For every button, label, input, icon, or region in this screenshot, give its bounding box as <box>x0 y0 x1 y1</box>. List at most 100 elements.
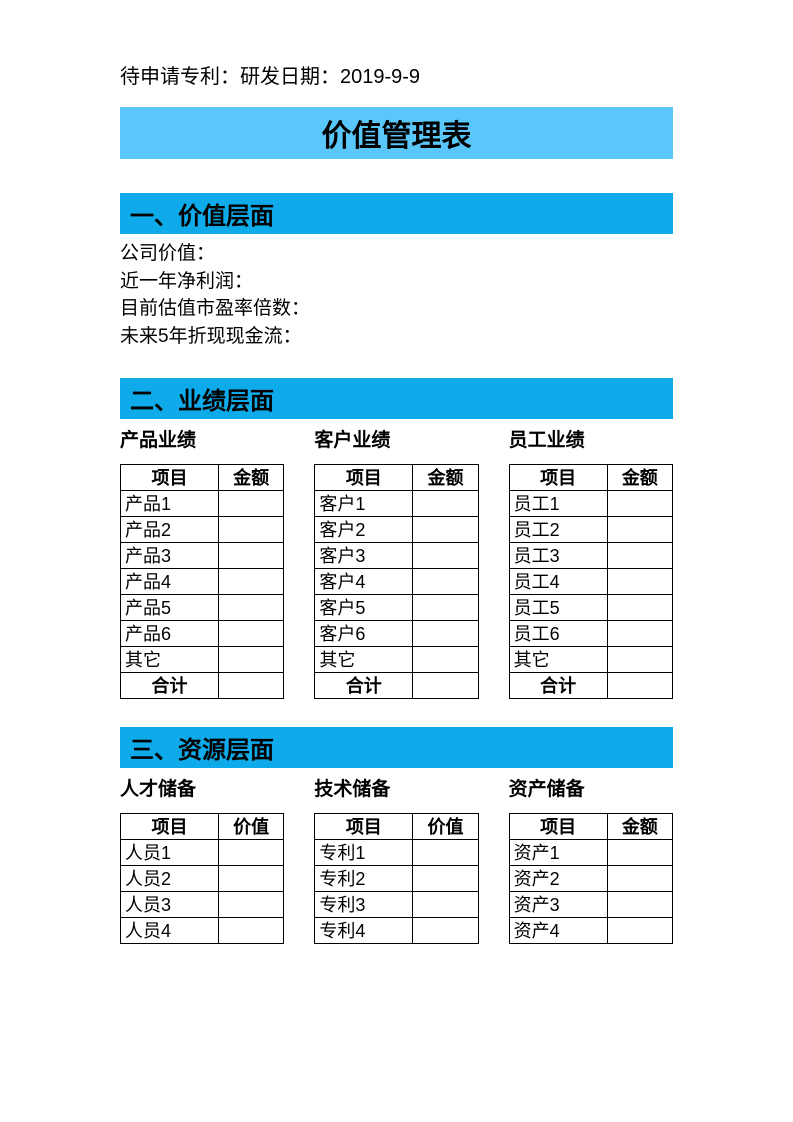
value-line: 近一年净利润： <box>120 268 673 296</box>
table-row: 资产2 <box>509 866 672 892</box>
table-row: 专利4 <box>315 918 478 944</box>
table-cell <box>218 892 283 918</box>
table-row: 员工4 <box>509 569 672 595</box>
table-header-cell: 价值 <box>218 814 283 840</box>
table-cell <box>607 595 672 621</box>
table-row: 产品1 <box>121 491 284 517</box>
table-total-cell: 合计 <box>315 673 413 699</box>
table-row: 人员1 <box>121 840 284 866</box>
table-row: 客户3 <box>315 543 478 569</box>
table-row: 项目 金额 <box>509 465 672 491</box>
table-cell <box>413 621 478 647</box>
table-cell <box>413 647 478 673</box>
table-cell: 人员1 <box>121 840 219 866</box>
table-cell: 专利3 <box>315 892 413 918</box>
table-cell <box>607 866 672 892</box>
table-col-employee: 员工业绩 项目 金额 员工1 员工2 员工3 员工4 员工5 员工6 其它 合计 <box>509 425 673 699</box>
table-cell: 产品6 <box>121 621 219 647</box>
table-cell: 专利4 <box>315 918 413 944</box>
section-header-three: 三、资源层面 <box>120 727 673 768</box>
table-row: 其它 <box>315 647 478 673</box>
table-cell: 人员3 <box>121 892 219 918</box>
table-customer: 项目 金额 客户1 客户2 客户3 客户4 客户5 客户6 其它 合计 <box>314 464 478 699</box>
table-cell: 其它 <box>315 647 413 673</box>
subheader-customer: 客户业绩 <box>314 425 478 452</box>
table-cell <box>218 647 283 673</box>
table-cell <box>413 543 478 569</box>
table-row: 人员3 <box>121 892 284 918</box>
table-col-product: 产品业绩 项目 金额 产品1 产品2 产品3 产品4 产品5 产品6 其它 合计 <box>120 425 284 699</box>
table-cell: 其它 <box>121 647 219 673</box>
table-row: 项目 价值 <box>121 814 284 840</box>
value-line: 公司价值： <box>120 240 673 268</box>
table-cell <box>218 840 283 866</box>
table-cell: 产品5 <box>121 595 219 621</box>
table-row: 人员4 <box>121 918 284 944</box>
table-header-cell: 金额 <box>607 814 672 840</box>
table-row: 专利2 <box>315 866 478 892</box>
table-cell <box>607 673 672 699</box>
subheader-asset: 资产储备 <box>509 774 673 801</box>
table-cell <box>607 840 672 866</box>
subheader-product: 产品业绩 <box>120 425 284 452</box>
table-cell <box>413 892 478 918</box>
table-total-cell: 合计 <box>509 673 607 699</box>
table-row: 其它 <box>509 647 672 673</box>
table-cell <box>413 491 478 517</box>
table-col-customer: 客户业绩 项目 金额 客户1 客户2 客户3 客户4 客户5 客户6 其它 合计 <box>314 425 478 699</box>
subheader-employee: 员工业绩 <box>509 425 673 452</box>
table-cell <box>413 569 478 595</box>
table-cell: 专利1 <box>315 840 413 866</box>
table-cell: 人员2 <box>121 866 219 892</box>
table-cell <box>607 491 672 517</box>
subheader-tech: 技术储备 <box>314 774 478 801</box>
table-row: 客户6 <box>315 621 478 647</box>
value-line: 目前估值市盈率倍数： <box>120 295 673 323</box>
table-header-cell: 项目 <box>509 465 607 491</box>
table-header-cell: 项目 <box>121 814 219 840</box>
table-cell: 资产4 <box>509 918 607 944</box>
table-cell <box>413 918 478 944</box>
table-row: 专利1 <box>315 840 478 866</box>
table-row: 客户4 <box>315 569 478 595</box>
table-row: 合计 <box>509 673 672 699</box>
table-row: 资产3 <box>509 892 672 918</box>
table-cell <box>607 892 672 918</box>
table-row: 项目 金额 <box>509 814 672 840</box>
table-cell: 员工2 <box>509 517 607 543</box>
table-row: 员工5 <box>509 595 672 621</box>
table-cell <box>218 918 283 944</box>
title-banner: 价值管理表 <box>120 107 673 159</box>
table-row: 员工3 <box>509 543 672 569</box>
table-row: 产品4 <box>121 569 284 595</box>
table-row: 项目 金额 <box>315 465 478 491</box>
table-header-cell: 金额 <box>607 465 672 491</box>
table-cell: 资产3 <box>509 892 607 918</box>
table-product: 项目 金额 产品1 产品2 产品3 产品4 产品5 产品6 其它 合计 <box>120 464 284 699</box>
table-row: 产品2 <box>121 517 284 543</box>
table-row: 产品6 <box>121 621 284 647</box>
table-cell <box>607 517 672 543</box>
table-header-cell: 项目 <box>121 465 219 491</box>
table-cell <box>218 866 283 892</box>
table-cell: 产品2 <box>121 517 219 543</box>
table-cell: 员工4 <box>509 569 607 595</box>
table-col-talent: 人才储备 项目 价值 人员1 人员2 人员3 人员4 <box>120 774 284 944</box>
table-cell: 员工3 <box>509 543 607 569</box>
table-row: 产品3 <box>121 543 284 569</box>
table-cell: 资产2 <box>509 866 607 892</box>
table-row: 客户2 <box>315 517 478 543</box>
table-asset: 项目 金额 资产1 资产2 资产3 资产4 <box>509 813 673 944</box>
table-cell: 客户5 <box>315 595 413 621</box>
table-header-cell: 项目 <box>509 814 607 840</box>
table-cell: 客户2 <box>315 517 413 543</box>
section-three-tables: 人才储备 项目 价值 人员1 人员2 人员3 人员4 技术储备 项目 价值 专利… <box>120 774 673 944</box>
table-cell <box>413 517 478 543</box>
table-cell <box>413 866 478 892</box>
table-cell <box>413 595 478 621</box>
table-header-cell: 金额 <box>413 465 478 491</box>
table-row: 项目 价值 <box>315 814 478 840</box>
table-header-cell: 金额 <box>218 465 283 491</box>
table-col-tech: 技术储备 项目 价值 专利1 专利2 专利3 专利4 <box>314 774 478 944</box>
table-cell <box>218 621 283 647</box>
